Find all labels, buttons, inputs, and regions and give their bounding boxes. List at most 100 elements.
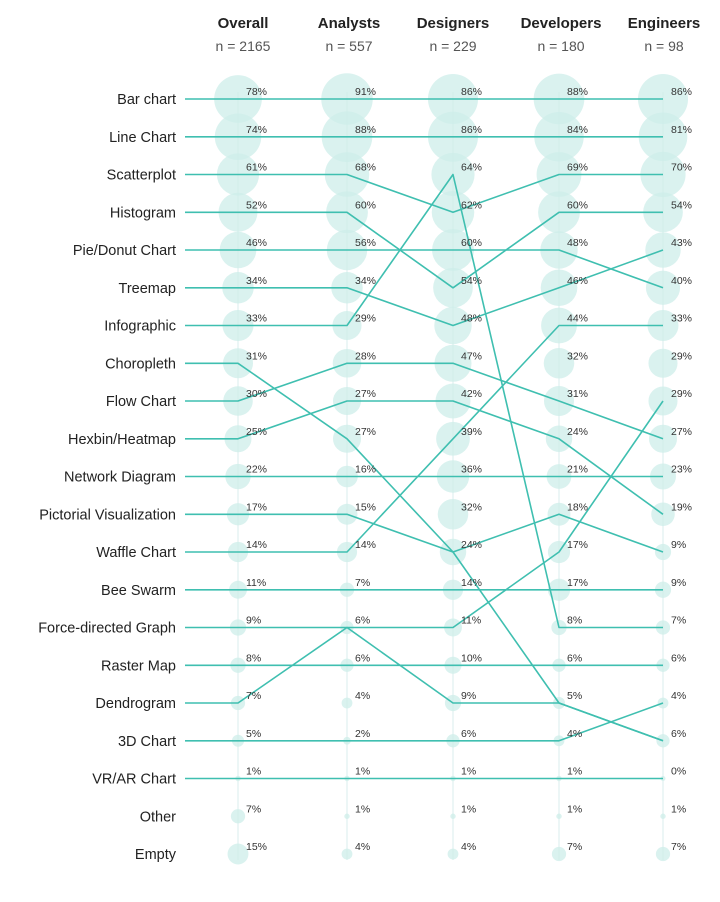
pct-label-c2-r18: 1%: [461, 766, 476, 778]
pct-label-c4-r20: 7%: [671, 841, 686, 853]
pct-label-c0-r11: 17%: [246, 501, 267, 513]
bubble-c2-r20: [447, 848, 459, 860]
row-label-10: Network Diagram: [64, 470, 176, 486]
pct-label-c3-r20: 7%: [567, 841, 582, 853]
pct-label-c2-r15: 10%: [461, 652, 482, 664]
pct-label-c0-r20: 15%: [246, 841, 267, 853]
pct-label-c4-r7: 29%: [671, 350, 692, 362]
pct-label-c4-r5: 40%: [671, 275, 692, 287]
bubble-c0-r20: [227, 843, 249, 865]
pct-label-c3-r5: 46%: [567, 275, 588, 287]
pct-label-c2-r16: 9%: [461, 690, 476, 702]
bubble-c2-r19: [450, 813, 456, 819]
column-header-4: Engineers: [628, 15, 701, 32]
pct-label-c2-r0: 86%: [461, 86, 482, 98]
pct-label-c3-r7: 32%: [567, 350, 588, 362]
pct-label-c3-r14: 8%: [567, 615, 582, 627]
pct-label-c1-r19: 1%: [355, 803, 370, 815]
pct-label-c3-r17: 4%: [567, 728, 582, 740]
column-headers: Overall n = 2165 Analysts n = 557 Designers n…: [216, 15, 701, 54]
bubble-c3-r7: [543, 347, 575, 379]
pct-label-c2-r12: 24%: [461, 539, 482, 551]
bubble-c1-r16: [341, 697, 353, 709]
series-lines: [185, 98, 664, 780]
pct-label-c0-r6: 33%: [246, 313, 267, 325]
pct-label-c4-r14: 7%: [671, 615, 686, 627]
pct-label-c1-r17: 2%: [355, 728, 370, 740]
pct-label-c1-r18: 1%: [355, 766, 370, 778]
percentage-labels: 78% 74% 61% 52% 46% 34% 33% 31% 30% 25% 22% 17% 14% 1…: [246, 86, 692, 853]
row-label-20: Empty: [135, 847, 177, 863]
row-label-17: 3D Chart: [118, 734, 176, 750]
pct-label-c3-r4: 48%: [567, 237, 588, 249]
pct-label-c0-r9: 25%: [246, 426, 267, 438]
pct-label-c0-r19: 7%: [246, 803, 261, 815]
pct-label-c0-r8: 30%: [246, 388, 267, 400]
pct-label-c4-r8: 29%: [671, 388, 692, 400]
pct-label-c1-r1: 88%: [355, 124, 376, 136]
pct-label-c4-r6: 33%: [671, 313, 692, 325]
pct-label-c2-r2: 64%: [461, 162, 482, 174]
column-n-4: n = 98: [644, 38, 684, 54]
pct-label-c4-r3: 54%: [671, 199, 692, 211]
bubble-c1-r20: [341, 848, 353, 860]
pct-label-c2-r13: 14%: [461, 577, 482, 589]
pct-label-c4-r13: 9%: [671, 577, 686, 589]
bubble-c4-r19: [660, 813, 666, 819]
pct-label-c4-r18: 0%: [671, 766, 686, 778]
pct-label-c4-r16: 4%: [671, 690, 686, 702]
pct-label-c3-r8: 31%: [567, 388, 588, 400]
column-n-1: n = 557: [325, 38, 372, 54]
row-label-13: Bee Swarm: [101, 583, 176, 599]
row-label-18: VR/AR Chart: [92, 772, 176, 788]
pct-label-c3-r2: 69%: [567, 162, 588, 174]
pct-label-c0-r14: 9%: [246, 615, 261, 627]
pct-label-c4-r4: 43%: [671, 237, 692, 249]
row-label-7: Choropleth: [105, 356, 176, 372]
pct-label-c4-r11: 19%: [671, 501, 692, 513]
row-label-3: Histogram: [110, 205, 176, 221]
pct-label-c2-r11: 32%: [461, 501, 482, 513]
pct-label-c0-r15: 8%: [246, 652, 261, 664]
series-line-17: [185, 702, 664, 742]
row-labels: Bar chart Line Chart Scatterplot Histogram P…: [38, 92, 177, 863]
row-label-2: Scatterplot: [107, 168, 176, 184]
pct-label-c3-r12: 17%: [567, 539, 588, 551]
row-label-5: Treemap: [119, 281, 176, 297]
series-line-12: [185, 324, 663, 553]
bubble-c3-r20: [551, 846, 567, 862]
pct-label-c0-r17: 5%: [246, 728, 261, 740]
pct-label-c3-r13: 17%: [567, 577, 588, 589]
pct-label-c2-r17: 6%: [461, 728, 476, 740]
row-label-16: Dendrogram: [95, 696, 176, 712]
bubble-c4-r7: [648, 348, 678, 378]
pct-label-c3-r19: 1%: [567, 803, 582, 815]
pct-label-c1-r4: 56%: [355, 237, 376, 249]
pct-label-c3-r0: 88%: [567, 86, 588, 98]
series-line-9: [185, 400, 664, 515]
series-line-5: [185, 249, 664, 327]
row-label-11: Pictorial Visualization: [39, 507, 176, 523]
row-label-19: Other: [140, 809, 176, 825]
pct-label-c1-r0: 91%: [355, 86, 376, 98]
pct-label-c1-r2: 68%: [355, 162, 376, 174]
pct-label-c2-r19: 1%: [461, 803, 476, 815]
pct-label-c0-r3: 52%: [246, 199, 267, 211]
pct-label-c1-r5: 34%: [355, 275, 376, 287]
column-header-1: Analysts: [318, 15, 381, 32]
row-label-14: Force-directed Graph: [38, 621, 176, 637]
column-header-3: Developers: [521, 15, 602, 32]
row-label-6: Infographic: [104, 319, 176, 335]
pct-label-c4-r15: 6%: [671, 652, 686, 664]
pct-label-c4-r10: 23%: [671, 464, 692, 476]
pct-label-c0-r18: 1%: [246, 766, 261, 778]
pct-label-c2-r20: 4%: [461, 841, 476, 853]
series-line-11: [185, 513, 664, 553]
pct-label-c2-r5: 54%: [461, 275, 482, 287]
bubble-c2-r11: [437, 498, 469, 530]
pct-label-c3-r6: 44%: [567, 313, 588, 325]
pct-label-c0-r2: 61%: [246, 162, 267, 174]
pct-label-c1-r7: 28%: [355, 350, 376, 362]
pct-label-c4-r9: 27%: [671, 426, 692, 438]
